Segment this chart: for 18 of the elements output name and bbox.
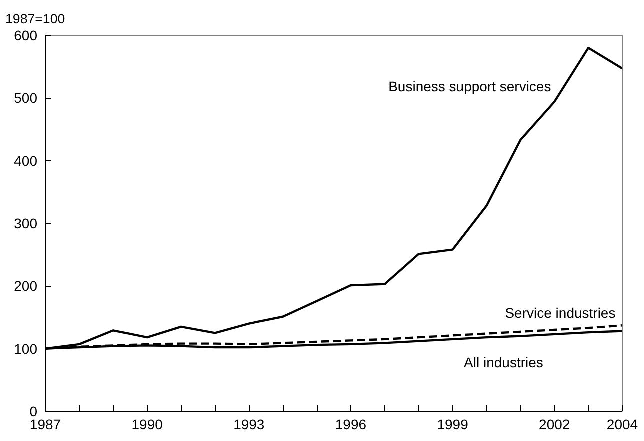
x-tick-label: 1996 <box>335 416 367 432</box>
series-label: Service industries <box>505 305 616 322</box>
series-label: All industries <box>464 354 544 371</box>
x-tick-label: 1990 <box>132 416 164 432</box>
x-tick-label: 1999 <box>437 416 469 432</box>
y-tick-label: 0 <box>30 404 38 420</box>
y-tick-label: 300 <box>14 216 38 232</box>
x-tick-label: 2002 <box>539 416 570 432</box>
x-tick-label: 1993 <box>234 416 265 432</box>
x-tick-label: 1987 <box>30 416 62 432</box>
y-tick-label: 100 <box>14 340 38 357</box>
y-tick-label: 500 <box>14 90 38 106</box>
series-label: Business support services <box>388 78 552 94</box>
x-tick-label: 2004 <box>606 416 638 432</box>
y-tick-label: 200 <box>14 278 38 294</box>
y-axis-title: 1987=100 <box>6 12 66 26</box>
y-tick-label: 600 <box>14 28 38 44</box>
y-tick-label: 400 <box>14 152 38 169</box>
